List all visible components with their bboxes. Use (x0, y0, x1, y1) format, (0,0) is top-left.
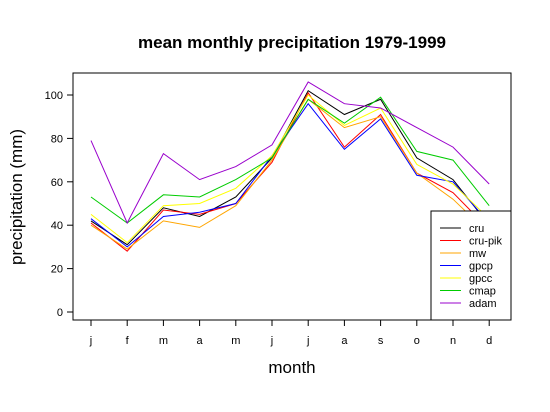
legend-label-gpcp: gpcp (469, 261, 493, 273)
x-tick-label: o (414, 335, 420, 347)
legend-label-cru-pik: cru-pik (469, 236, 503, 248)
legend-label-cmap: cmap (469, 286, 496, 298)
x-tick-label: a (341, 335, 348, 347)
plot-frame (72, 72, 512, 321)
x-tick-label: f (126, 335, 130, 347)
series-line-gpcc (90, 94, 490, 244)
x-tick-label: m (231, 335, 240, 347)
y-axis-title: precipitation (mm) (7, 129, 26, 265)
y-tick-label: 100 (45, 90, 63, 102)
series-line-gpcp (90, 102, 490, 248)
y-tick-label: 20 (51, 264, 63, 276)
x-tick-label: d (486, 335, 492, 347)
legend-label-adam: adam (469, 298, 497, 310)
series-lines (90, 81, 490, 252)
y-tick-label: 40 (51, 220, 63, 232)
series-line-cmap (90, 96, 490, 224)
legend-label-gpcc: gpcc (469, 273, 493, 285)
y-tick-label: 60 (51, 177, 63, 189)
chart-title: mean monthly precipitation 1979-1999 (138, 33, 446, 52)
x-tick-label: j (306, 335, 309, 347)
y-tick-label: 0 (57, 307, 63, 319)
series-line-cru (90, 89, 490, 246)
series-line-adam (90, 81, 490, 225)
x-tick-label: s (378, 335, 384, 347)
x-tick-label: m (159, 335, 168, 347)
x-tick-label: j (89, 335, 92, 347)
y-tick-label: 80 (51, 133, 63, 145)
y-axis: 0 20 40 60 80 100 (45, 90, 73, 319)
x-tick-label: j (270, 335, 273, 347)
x-tick-label: a (197, 335, 204, 347)
x-axis-title: month (268, 358, 315, 377)
legend-label-cru: cru (469, 223, 484, 235)
x-tick-label: n (450, 335, 456, 347)
legend-label-mw: mw (469, 248, 486, 260)
